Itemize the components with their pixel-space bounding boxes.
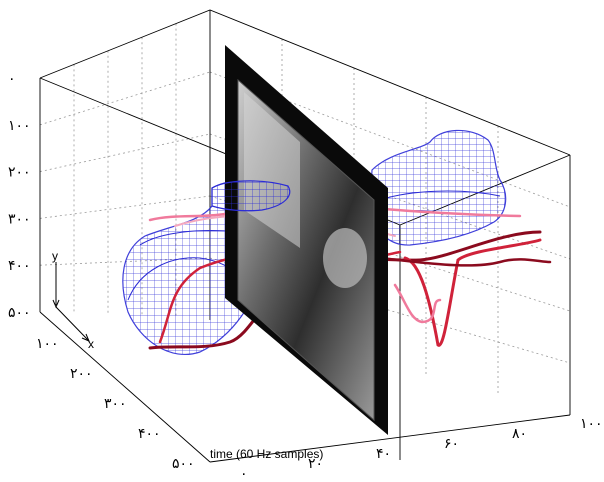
y-tick-label: ۵۰۰ bbox=[8, 305, 31, 321]
time-tick-label: ۰ bbox=[240, 466, 248, 482]
x-tick-label: ۱۰۰ bbox=[36, 336, 59, 352]
video-frame-plane bbox=[225, 45, 388, 435]
x-tick-label: ۵۰۰ bbox=[172, 456, 195, 472]
y-tick-label: ۱۰۰ bbox=[8, 118, 31, 134]
grid-line-back-wall bbox=[209, 71, 571, 208]
frame-face-right bbox=[323, 228, 367, 288]
box-bottom-front-edge bbox=[209, 414, 571, 463]
y-tick-label: ۲۰۰ bbox=[8, 165, 31, 181]
track-dark-2 bbox=[378, 256, 552, 267]
x-tick-label: ۲۰۰ bbox=[70, 366, 93, 382]
tick-labels: ۰ ۱۰۰ ۲۰۰ ۳۰۰ ۴۰۰ ۵۰۰ ۱۰۰ ۲۰۰ ۳۰۰ ۴۰۰ ۵۰۰ ۰ ۲۰ ۴۰ ۶۰ ۸۰… bbox=[8, 71, 603, 482]
time-tick-label: ۴۰ bbox=[376, 446, 391, 462]
y-tick-label: ۳۰۰ bbox=[8, 211, 31, 227]
time-tick-label: ۶۰ bbox=[444, 436, 459, 452]
track-pink-2 bbox=[393, 283, 442, 324]
grid-line-left-wall bbox=[39, 71, 211, 126]
y-tick-label: ۴۰۰ bbox=[8, 258, 31, 274]
right-mesh-surface bbox=[369, 129, 507, 246]
time-tick-label: ۲۰ bbox=[308, 456, 323, 472]
x-tick-label: ۳۰۰ bbox=[104, 396, 127, 412]
left-mesh-front bbox=[211, 180, 291, 212]
y-tick-label: ۰ bbox=[8, 71, 16, 87]
box-bottom-left-edge bbox=[39, 311, 211, 463]
grid-line-left-wall bbox=[39, 133, 211, 172]
time-tick-label: ۸۰ bbox=[512, 426, 527, 442]
y-axis-label: y bbox=[52, 249, 58, 263]
track-red-2 bbox=[403, 238, 542, 347]
x-axis-label: x bbox=[88, 337, 94, 351]
time-tick-label: ۱۰۰ bbox=[580, 416, 603, 432]
x-tick-label: ۴۰۰ bbox=[138, 426, 161, 442]
grid-line-left-wall bbox=[39, 195, 211, 219]
axis-markers bbox=[52, 262, 90, 342]
time-axis-label: time (60 Hz samples) bbox=[210, 447, 323, 461]
